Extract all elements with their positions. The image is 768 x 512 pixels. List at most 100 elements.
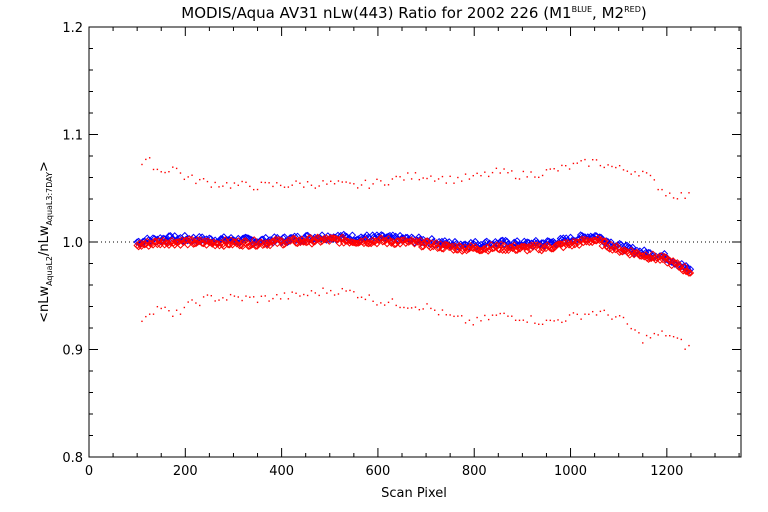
series-lower_band-point bbox=[145, 315, 147, 318]
series-upper_band-point bbox=[322, 180, 324, 182]
series-red-point bbox=[374, 236, 383, 244]
chart-title-sup-red: RED bbox=[624, 5, 641, 14]
series-red-point bbox=[175, 237, 183, 246]
series-red-point bbox=[288, 236, 296, 244]
chart-title-end: ) bbox=[641, 4, 647, 22]
series-red-point bbox=[179, 238, 188, 247]
series-red-point bbox=[555, 240, 563, 248]
series-red-point bbox=[686, 269, 695, 277]
series-red-point bbox=[397, 236, 406, 244]
series-upper_band-point bbox=[430, 175, 432, 177]
series-red-point bbox=[601, 237, 609, 245]
series-lower_band-point bbox=[391, 298, 394, 300]
series-lower_band-point bbox=[480, 320, 482, 322]
series-lower_band-point bbox=[287, 298, 290, 300]
series-red-point bbox=[439, 245, 448, 253]
series-lower_band-point bbox=[422, 308, 424, 310]
series-lower_band-point bbox=[530, 315, 532, 317]
series-upper_band-point bbox=[642, 170, 644, 173]
series-lower_band-point bbox=[595, 314, 598, 316]
series-lower_band-point bbox=[368, 294, 370, 296]
series-red-point bbox=[548, 245, 556, 253]
series-red-point bbox=[516, 245, 524, 253]
series-upper_band-point bbox=[191, 174, 193, 176]
series-red-point bbox=[448, 242, 456, 251]
series-lower_band-point bbox=[518, 319, 521, 322]
series-upper_band-point bbox=[226, 182, 228, 184]
series-red-point bbox=[468, 244, 477, 252]
series-upper_band-point bbox=[168, 171, 170, 173]
series-lower_band-point bbox=[549, 319, 552, 322]
series-red-point bbox=[636, 252, 644, 260]
x-tick-label: 1000 bbox=[554, 464, 587, 479]
series-upper_band-point bbox=[387, 184, 390, 186]
series-red-point bbox=[685, 269, 693, 277]
series-red-point bbox=[569, 237, 578, 246]
series-upper_band-point bbox=[152, 168, 155, 171]
series-lower_band-point bbox=[141, 320, 143, 323]
series-red-point bbox=[189, 240, 198, 248]
series-upper_band-point bbox=[376, 178, 378, 181]
series-lower_band-point bbox=[622, 316, 625, 319]
series-red-point bbox=[575, 241, 583, 249]
series-red-point bbox=[257, 238, 266, 246]
series-lower_band-point bbox=[376, 304, 378, 306]
series-lower_band-point bbox=[565, 320, 567, 322]
series-upper_band-point bbox=[553, 168, 555, 170]
y-axis-label-a: <nLw bbox=[37, 286, 52, 323]
series-upper_band-point bbox=[391, 178, 394, 180]
series-upper_band-point bbox=[534, 176, 536, 178]
series-lower_band-point bbox=[588, 313, 590, 315]
series-red-point bbox=[355, 238, 364, 247]
series-lower_band-point bbox=[445, 314, 447, 316]
series-red-point bbox=[566, 240, 575, 248]
series-lower_band-point bbox=[499, 312, 501, 315]
series-upper_band-point bbox=[272, 185, 274, 188]
series-upper_band-point bbox=[657, 188, 659, 191]
series-lower_band-point bbox=[649, 337, 652, 339]
series-lower_band-point bbox=[383, 304, 386, 306]
series-lower_band-point bbox=[380, 302, 382, 304]
series-red-point bbox=[276, 237, 284, 245]
series-lower_band-point bbox=[333, 294, 336, 296]
series-lower_band-point bbox=[680, 338, 682, 341]
series-upper_band-point bbox=[407, 172, 409, 174]
series-upper_band-point bbox=[441, 175, 444, 178]
series-lower_band-point bbox=[202, 296, 205, 298]
series-lower_band-point bbox=[511, 315, 513, 317]
series-red-point bbox=[641, 251, 650, 259]
series-red-point bbox=[523, 247, 531, 255]
x-tick-label: 400 bbox=[269, 464, 294, 479]
series-lower_band-point bbox=[364, 298, 367, 301]
series-upper_band-point bbox=[233, 182, 236, 184]
series-upper_band-point bbox=[245, 181, 247, 184]
series-lower_band-point bbox=[303, 293, 305, 296]
series-upper_band-point bbox=[618, 164, 621, 167]
series-upper_band-point bbox=[241, 180, 243, 183]
series-lower_band-point bbox=[430, 307, 432, 310]
series-upper_band-point bbox=[522, 170, 525, 173]
series-lower_band-point bbox=[249, 296, 251, 298]
series-lower_band-point bbox=[618, 315, 621, 317]
series-red-point bbox=[225, 241, 234, 249]
series-red-point bbox=[251, 242, 260, 250]
series-upper_band-point bbox=[145, 158, 147, 161]
series-lower_band-point bbox=[653, 332, 656, 335]
series-upper_band-point bbox=[187, 176, 189, 178]
series-lower_band-point bbox=[245, 295, 247, 297]
series-red-point bbox=[308, 240, 316, 248]
series-lower_band-point bbox=[222, 297, 224, 299]
x-tick-label: 600 bbox=[366, 464, 391, 479]
series-blue-point bbox=[627, 245, 635, 253]
series-lower_band-point bbox=[237, 296, 239, 298]
series-lower_band-point bbox=[630, 327, 632, 330]
series-red-point bbox=[198, 239, 206, 248]
series-upper_band-point bbox=[649, 174, 652, 177]
series-upper_band-point bbox=[669, 192, 671, 194]
series-lower_band-point bbox=[526, 321, 528, 323]
series-lower_band-point bbox=[395, 304, 397, 307]
series-blue-point bbox=[217, 234, 225, 243]
series-red-point bbox=[415, 238, 423, 246]
series-lower_band-point bbox=[322, 287, 324, 289]
series-lower_band-point bbox=[434, 309, 436, 311]
